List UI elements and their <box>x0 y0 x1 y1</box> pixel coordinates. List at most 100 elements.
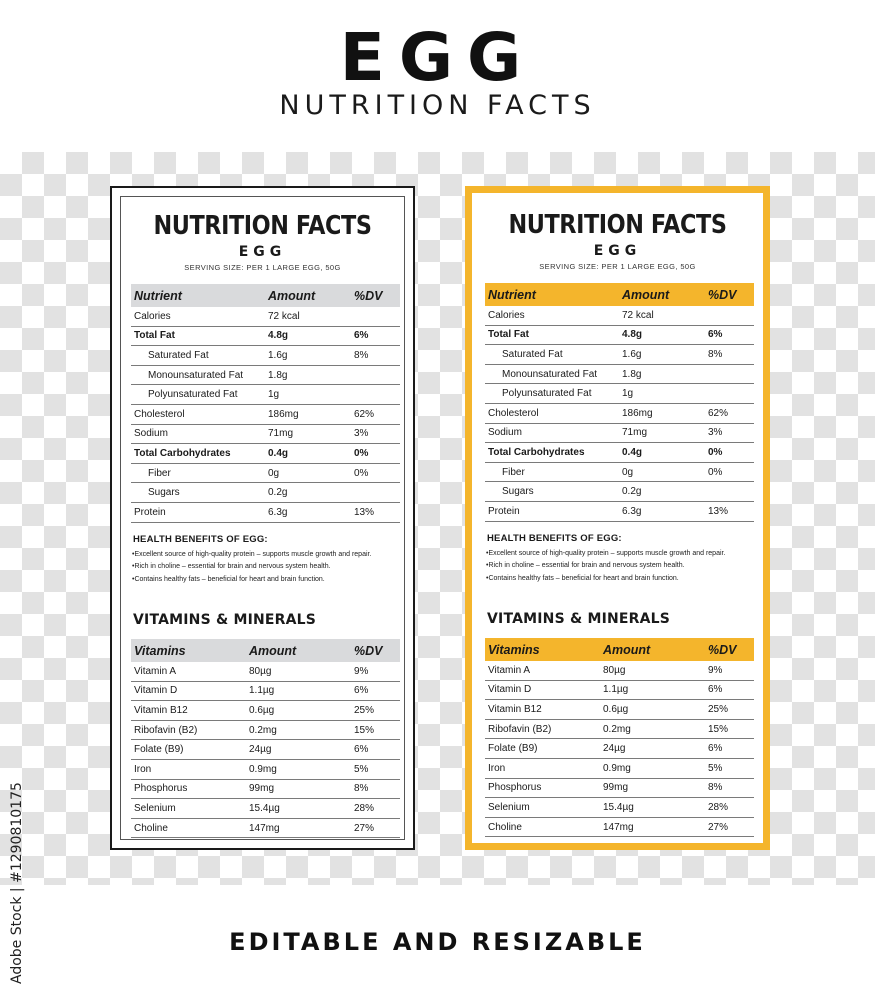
vitamin-dv: 15% <box>708 723 729 735</box>
table-row: Saturated Fat 1.6g 8% <box>131 346 400 366</box>
nutrient-dv: 3% <box>708 427 723 439</box>
vitamin-amount: 24µg <box>603 743 626 755</box>
vitamin-dv: 6% <box>708 684 723 696</box>
nutrient-amount: 71mg <box>268 428 294 440</box>
nutrient-name: Monounsaturated Fat <box>148 369 244 381</box>
vitamin-dv: 9% <box>354 665 369 677</box>
vitamin-name: Vitamin D <box>488 684 532 696</box>
table-row: Iron 0.9mg 5% <box>485 759 754 779</box>
vitamin-dv: 8% <box>708 782 723 794</box>
nutrient-amount: 1.8g <box>268 369 288 381</box>
vitamin-dv: 27% <box>708 821 729 833</box>
vitamin-dv: 6% <box>354 685 369 697</box>
header-dv: %DV <box>708 287 737 302</box>
vitamin-dv: 15% <box>354 724 375 736</box>
vitamin-name: Vitamin B12 <box>134 704 188 716</box>
vitamin-name: Phosphorus <box>134 783 188 795</box>
vitamin-name: Ribofavin (B2) <box>134 724 198 736</box>
nutrient-amount: 186mg <box>622 407 653 419</box>
table-row: Folate (B9) 24µg 6% <box>131 740 400 760</box>
nutrient-dv: 3% <box>354 428 369 440</box>
vitamins-title: VITAMINS & MINERALS <box>487 611 671 627</box>
table-row: Ribofavin (B2) 0.2mg 15% <box>485 720 754 740</box>
table-header: Vitamins Amount %DV <box>485 638 754 661</box>
table-row: Total Fat 4.8g 6% <box>485 326 754 346</box>
nutrient-name: Saturated Fat <box>502 348 563 360</box>
table-row: Selenium 15.4µg 28% <box>131 799 400 819</box>
vitamin-dv: 27% <box>354 822 375 834</box>
nutrient-name: Calories <box>134 310 171 322</box>
nutrient-name: Polyunsaturated Fat <box>502 388 592 400</box>
vitamin-amount: 15.4µg <box>603 801 634 813</box>
table-row: Ribofavin (B2) 0.2mg 15% <box>131 721 400 741</box>
vitamin-name: Phosphorus <box>488 782 542 794</box>
table-row: Fiber 0g 0% <box>131 464 400 484</box>
vitamin-amount: 147mg <box>603 821 634 833</box>
vitamin-amount: 0.2mg <box>603 723 631 735</box>
table-row: Calories 72 kcal <box>131 307 400 327</box>
health-benefits-title: HEALTH BENEFITS OF EGG: <box>133 534 268 545</box>
vitamin-amount: 15.4µg <box>249 802 280 814</box>
vitamin-amount: 0.6µg <box>603 703 629 715</box>
table-row: Phosphorus 99mg 8% <box>485 779 754 799</box>
vitamin-amount: 1.1µg <box>603 684 629 696</box>
nutrient-dv: 13% <box>708 505 729 517</box>
vitamin-dv: 28% <box>708 801 729 813</box>
vitamin-name: Iron <box>488 762 506 774</box>
table-header: Nutrient Amount %DV <box>131 284 400 307</box>
health-benefits-title: HEALTH BENEFITS OF EGG: <box>487 533 622 544</box>
nutrient-amount: 72 kcal <box>622 309 654 321</box>
table-row: Saturated Fat 1.6g 8% <box>485 345 754 365</box>
table-row: Cholesterol 186mg 62% <box>131 405 400 425</box>
nutrient-name: Total Carbohydrates <box>488 446 585 458</box>
table-row: Cholesterol 186mg 62% <box>485 404 754 424</box>
nutrient-dv: 6% <box>354 330 369 342</box>
nutrient-table: Nutrient Amount %DV Calories 72 kcal Tota… <box>131 284 400 523</box>
nutrient-dv: 13% <box>354 506 375 518</box>
nutrient-amount: 0.2g <box>622 486 642 498</box>
table-row: Polyunsaturated Fat 1g <box>485 384 754 404</box>
vitamin-name: Ribofavin (B2) <box>488 723 552 735</box>
nutrient-amount: 1g <box>268 389 280 401</box>
vitamin-table: Vitamins Amount %DV Vitamin A 80µg 9% Vita… <box>485 638 754 838</box>
nutrient-amount: 6.3g <box>622 505 642 517</box>
table-row: Protein 6.3g 13% <box>485 502 754 522</box>
vitamin-dv: 6% <box>354 744 369 756</box>
header-dv: %DV <box>354 643 383 658</box>
nutrient-amount: 0g <box>268 467 280 479</box>
nutrient-name: Cholesterol <box>134 408 185 420</box>
nutrient-name: Sodium <box>134 428 168 440</box>
header-vitamin: Vitamins <box>488 642 540 657</box>
page-title: EGG <box>339 19 536 96</box>
serving-size: SERVING SIZE: PER 1 LARGE EGG, 50G <box>539 262 696 271</box>
table-row: Total Fat 4.8g 6% <box>131 327 400 347</box>
table-row: Folate (B9) 24µg 6% <box>485 739 754 759</box>
vitamin-name: Vitamin A <box>134 665 177 677</box>
label-product: EGG <box>238 244 287 260</box>
vitamin-amount: 80µg <box>603 664 626 676</box>
nutrient-amount: 0g <box>622 466 634 478</box>
nutrition-label-plain: NUTRITION FACTS EGG SERVING SIZE: PER 1 … <box>110 186 415 850</box>
nutrient-name: Total Fat <box>488 329 529 341</box>
table-row: Monounsaturated Fat 1.8g <box>485 365 754 385</box>
vitamin-name: Selenium <box>134 802 176 814</box>
table-header: Vitamins Amount %DV <box>131 639 400 662</box>
health-benefits-list: Excellent source of high-quality protein… <box>132 549 402 586</box>
label-inner-frame: NUTRITION FACTS EGG SERVING SIZE: PER 1 … <box>475 196 760 840</box>
nutrient-dv: 0% <box>354 447 369 459</box>
nutrient-amount: 1g <box>622 388 634 400</box>
header-amount: Amount <box>622 287 670 302</box>
table-row: Monounsaturated Fat 1.8g <box>131 366 400 386</box>
vitamin-dv: 25% <box>354 704 375 716</box>
nutrition-label-gold: NUTRITION FACTS EGG SERVING SIZE: PER 1 … <box>465 186 770 850</box>
vitamin-amount: 24µg <box>249 744 272 756</box>
label-title: NUTRITION FACTS <box>153 211 372 241</box>
footer-caption: EDITABLE AND RESIZABLE <box>229 928 646 956</box>
nutrient-dv: 6% <box>708 329 723 341</box>
nutrient-dv: 8% <box>354 349 369 361</box>
header-nutrient: Nutrient <box>488 287 536 302</box>
table-row: Sugars 0.2g <box>131 483 400 503</box>
table-row: Vitamin D 1.1µg 6% <box>485 681 754 701</box>
list-item: Excellent source of high-quality protein… <box>132 549 402 561</box>
nutrient-name: Protein <box>134 506 166 518</box>
